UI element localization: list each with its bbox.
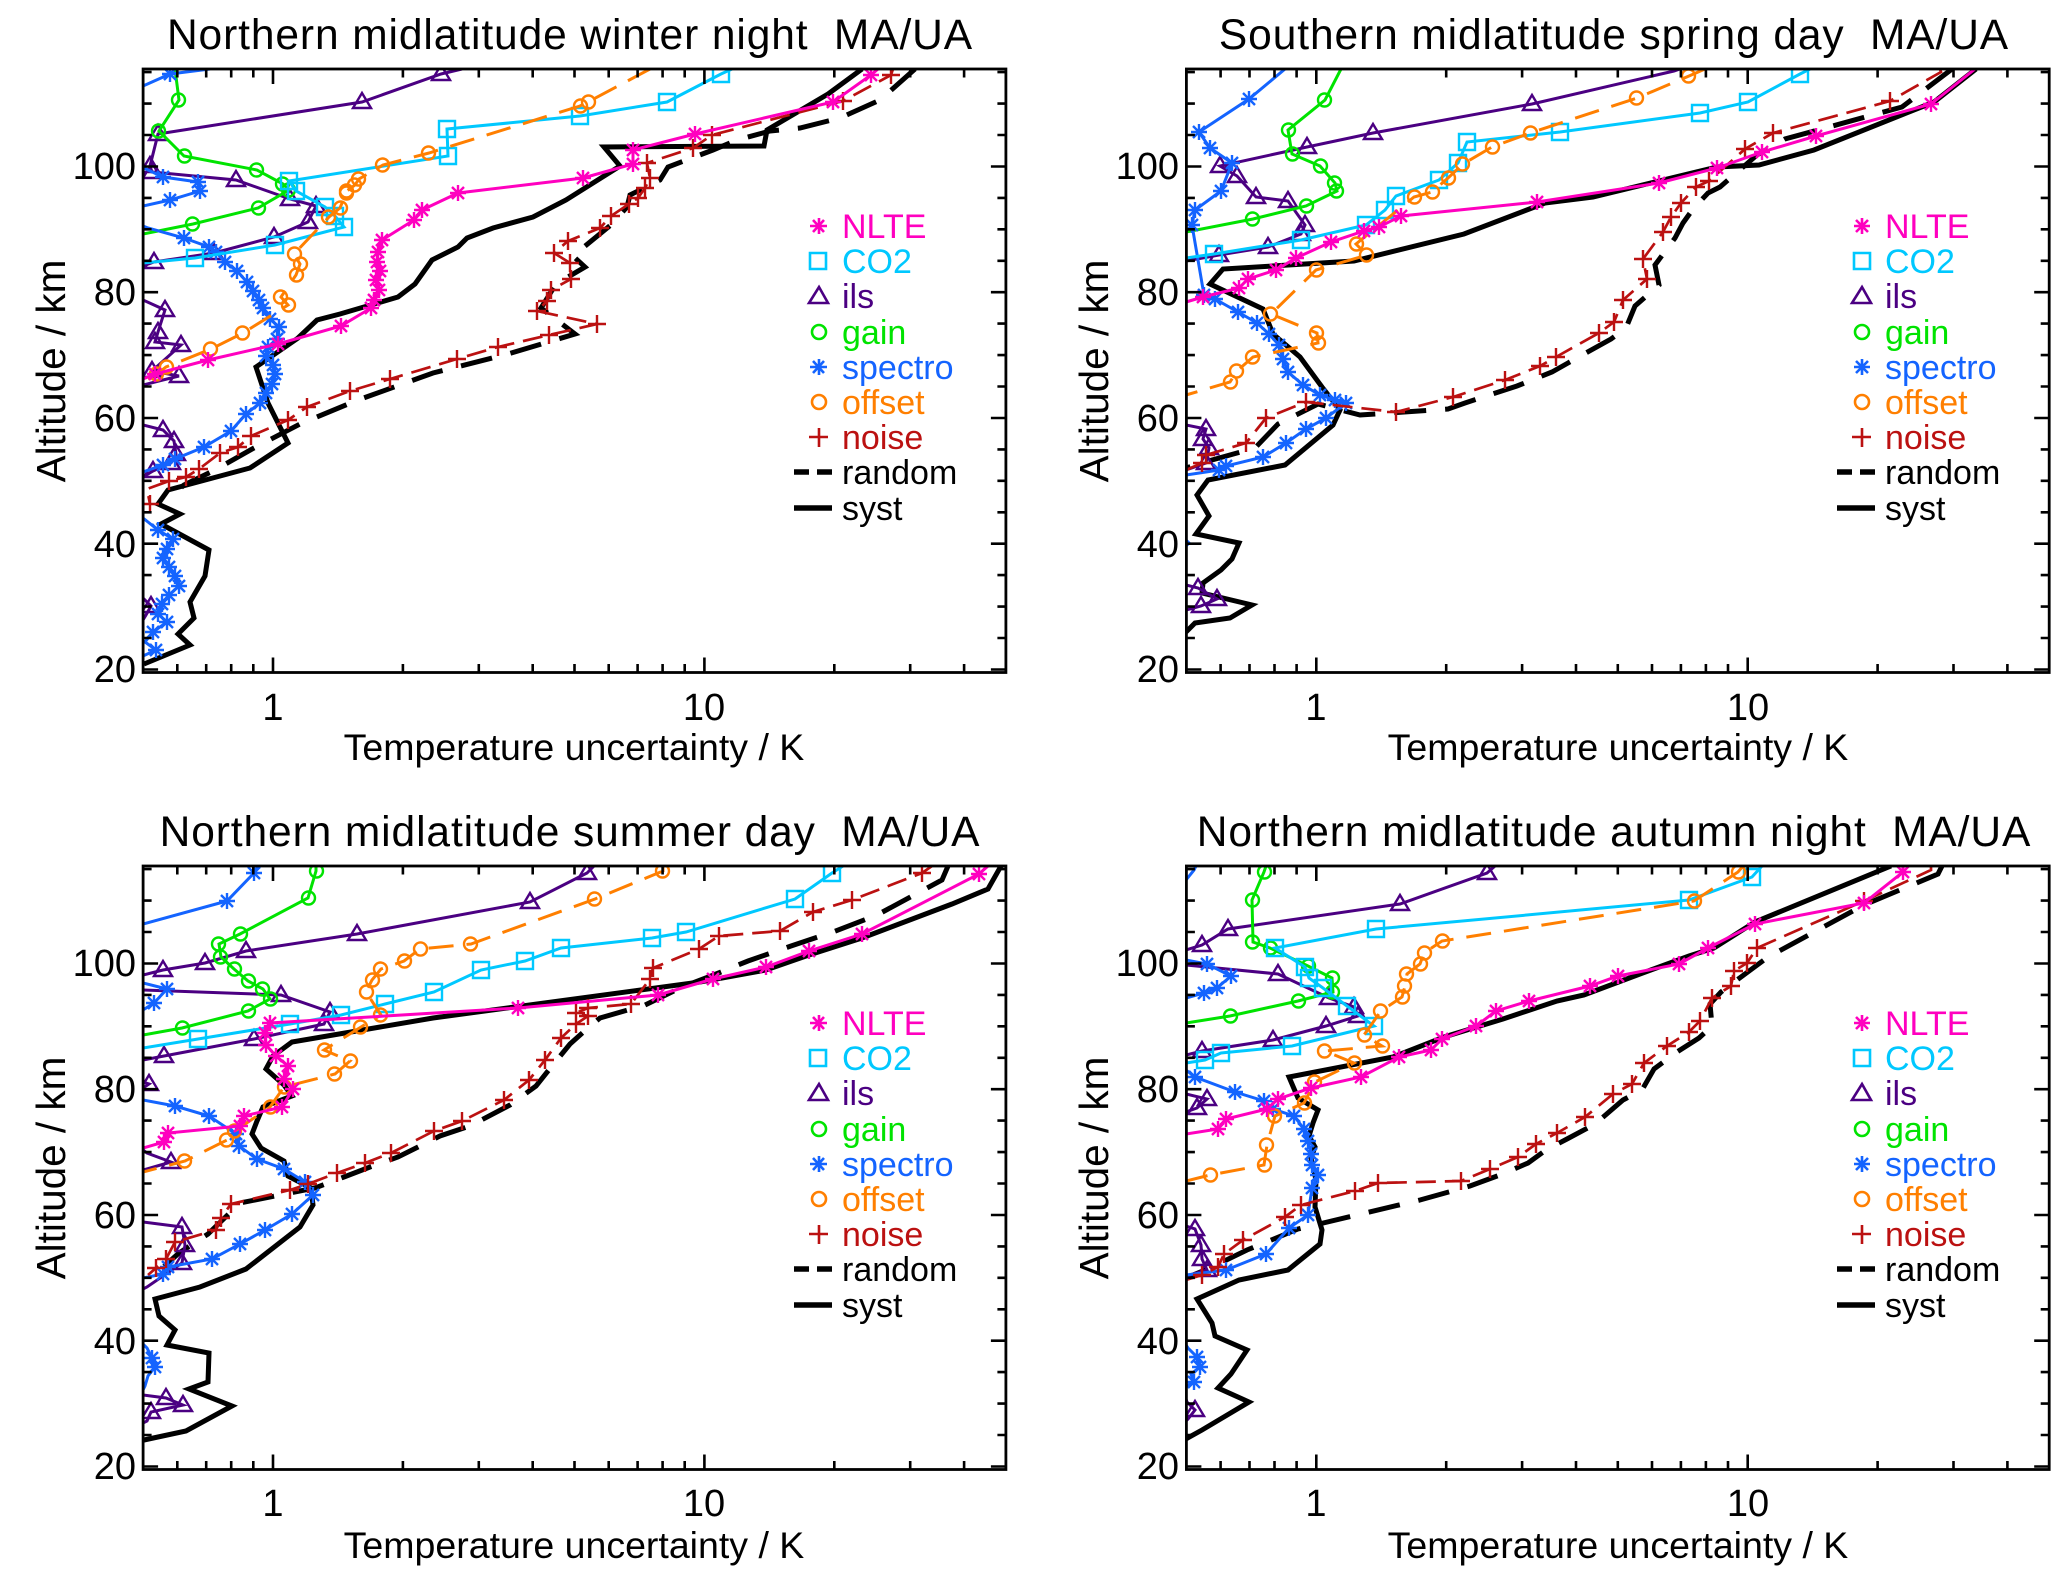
svg-text:CO2: CO2 (1885, 1040, 1955, 1078)
svg-text:60: 60 (94, 1195, 136, 1237)
svg-text:60: 60 (94, 398, 136, 440)
svg-text:Temperature uncertainty / K: Temperature uncertainty / K (1388, 1524, 1849, 1566)
svg-text:syst: syst (1885, 490, 1946, 528)
svg-text:40: 40 (94, 1321, 136, 1363)
svg-text:offset: offset (842, 1181, 925, 1219)
svg-text:20: 20 (1137, 649, 1179, 691)
svg-text:Temperature uncertainty / K: Temperature uncertainty / K (1388, 726, 1849, 768)
svg-text:ils: ils (842, 278, 874, 316)
svg-text:NLTE: NLTE (1885, 208, 1969, 246)
svg-text:100: 100 (73, 146, 136, 188)
svg-text:spectro: spectro (842, 349, 954, 387)
svg-text:10: 10 (683, 1483, 725, 1525)
svg-text:Northern midlatitude summer da: Northern midlatitude summer day MA/UA (160, 809, 981, 856)
svg-text:20: 20 (94, 1446, 136, 1488)
svg-text:noise: noise (842, 419, 923, 457)
svg-text:ils: ils (1885, 1075, 1917, 1113)
svg-text:spectro: spectro (1885, 349, 1997, 387)
svg-text:ils: ils (1885, 278, 1917, 316)
svg-text:80: 80 (94, 272, 136, 314)
svg-text:20: 20 (1137, 1446, 1179, 1488)
svg-text:10: 10 (1727, 1483, 1769, 1525)
svg-text:gain: gain (842, 314, 906, 352)
svg-text:noise: noise (842, 1216, 923, 1254)
svg-text:40: 40 (1137, 1321, 1179, 1363)
svg-text:1: 1 (1305, 687, 1326, 729)
svg-text:noise: noise (1885, 419, 1966, 457)
svg-text:Altitude / km: Altitude / km (28, 1057, 74, 1280)
svg-text:noise: noise (1885, 1216, 1966, 1254)
svg-text:40: 40 (94, 524, 136, 566)
svg-text:NLTE: NLTE (842, 208, 926, 246)
svg-text:offset: offset (1885, 384, 1968, 422)
svg-text:NLTE: NLTE (1885, 1005, 1969, 1043)
svg-text:gain: gain (842, 1111, 906, 1149)
svg-text:Temperature uncertainty / K: Temperature uncertainty / K (344, 1524, 805, 1566)
svg-text:CO2: CO2 (842, 243, 912, 281)
svg-text:Northern midlatitude autumn ni: Northern midlatitude autumn night MA/UA (1197, 809, 2031, 856)
svg-text:80: 80 (1137, 272, 1179, 314)
svg-text:80: 80 (94, 1069, 136, 1111)
svg-text:100: 100 (1116, 146, 1179, 188)
svg-text:gain: gain (1885, 1111, 1949, 1149)
svg-text:60: 60 (1137, 1195, 1179, 1237)
svg-text:gain: gain (1885, 314, 1949, 352)
svg-text:100: 100 (73, 943, 136, 985)
svg-text:10: 10 (683, 687, 725, 729)
svg-text:offset: offset (842, 384, 925, 422)
svg-text:10: 10 (1727, 687, 1769, 729)
svg-text:Altitude / km: Altitude / km (1071, 260, 1117, 483)
svg-text:syst: syst (1885, 1287, 1946, 1325)
svg-text:CO2: CO2 (1885, 243, 1955, 281)
svg-text:random: random (842, 454, 957, 492)
svg-text:syst: syst (842, 490, 903, 528)
svg-text:Northern midlatitude winter ni: Northern midlatitude winter night MA/UA (167, 12, 973, 59)
svg-text:1: 1 (1305, 1483, 1326, 1525)
svg-text:80: 80 (1137, 1069, 1179, 1111)
svg-text:Southern midlatitude spring da: Southern midlatitude spring day MA/UA (1219, 12, 2009, 59)
svg-text:offset: offset (1885, 1181, 1968, 1219)
svg-text:1: 1 (262, 1483, 283, 1525)
svg-text:random: random (842, 1251, 957, 1289)
svg-text:60: 60 (1137, 398, 1179, 440)
svg-text:NLTE: NLTE (842, 1005, 926, 1043)
svg-text:spectro: spectro (1885, 1146, 1997, 1184)
svg-text:ils: ils (842, 1075, 874, 1113)
svg-text:random: random (1885, 454, 2000, 492)
svg-text:syst: syst (842, 1287, 903, 1325)
svg-text:1: 1 (262, 687, 283, 729)
svg-text:20: 20 (94, 649, 136, 691)
svg-text:40: 40 (1137, 524, 1179, 566)
svg-text:100: 100 (1116, 943, 1179, 985)
svg-text:Altitude / km: Altitude / km (1071, 1057, 1117, 1280)
svg-text:random: random (1885, 1251, 2000, 1289)
svg-text:Altitude / km: Altitude / km (28, 260, 74, 483)
svg-text:Temperature uncertainty / K: Temperature uncertainty / K (344, 726, 805, 768)
svg-text:spectro: spectro (842, 1146, 954, 1184)
svg-text:CO2: CO2 (842, 1040, 912, 1078)
